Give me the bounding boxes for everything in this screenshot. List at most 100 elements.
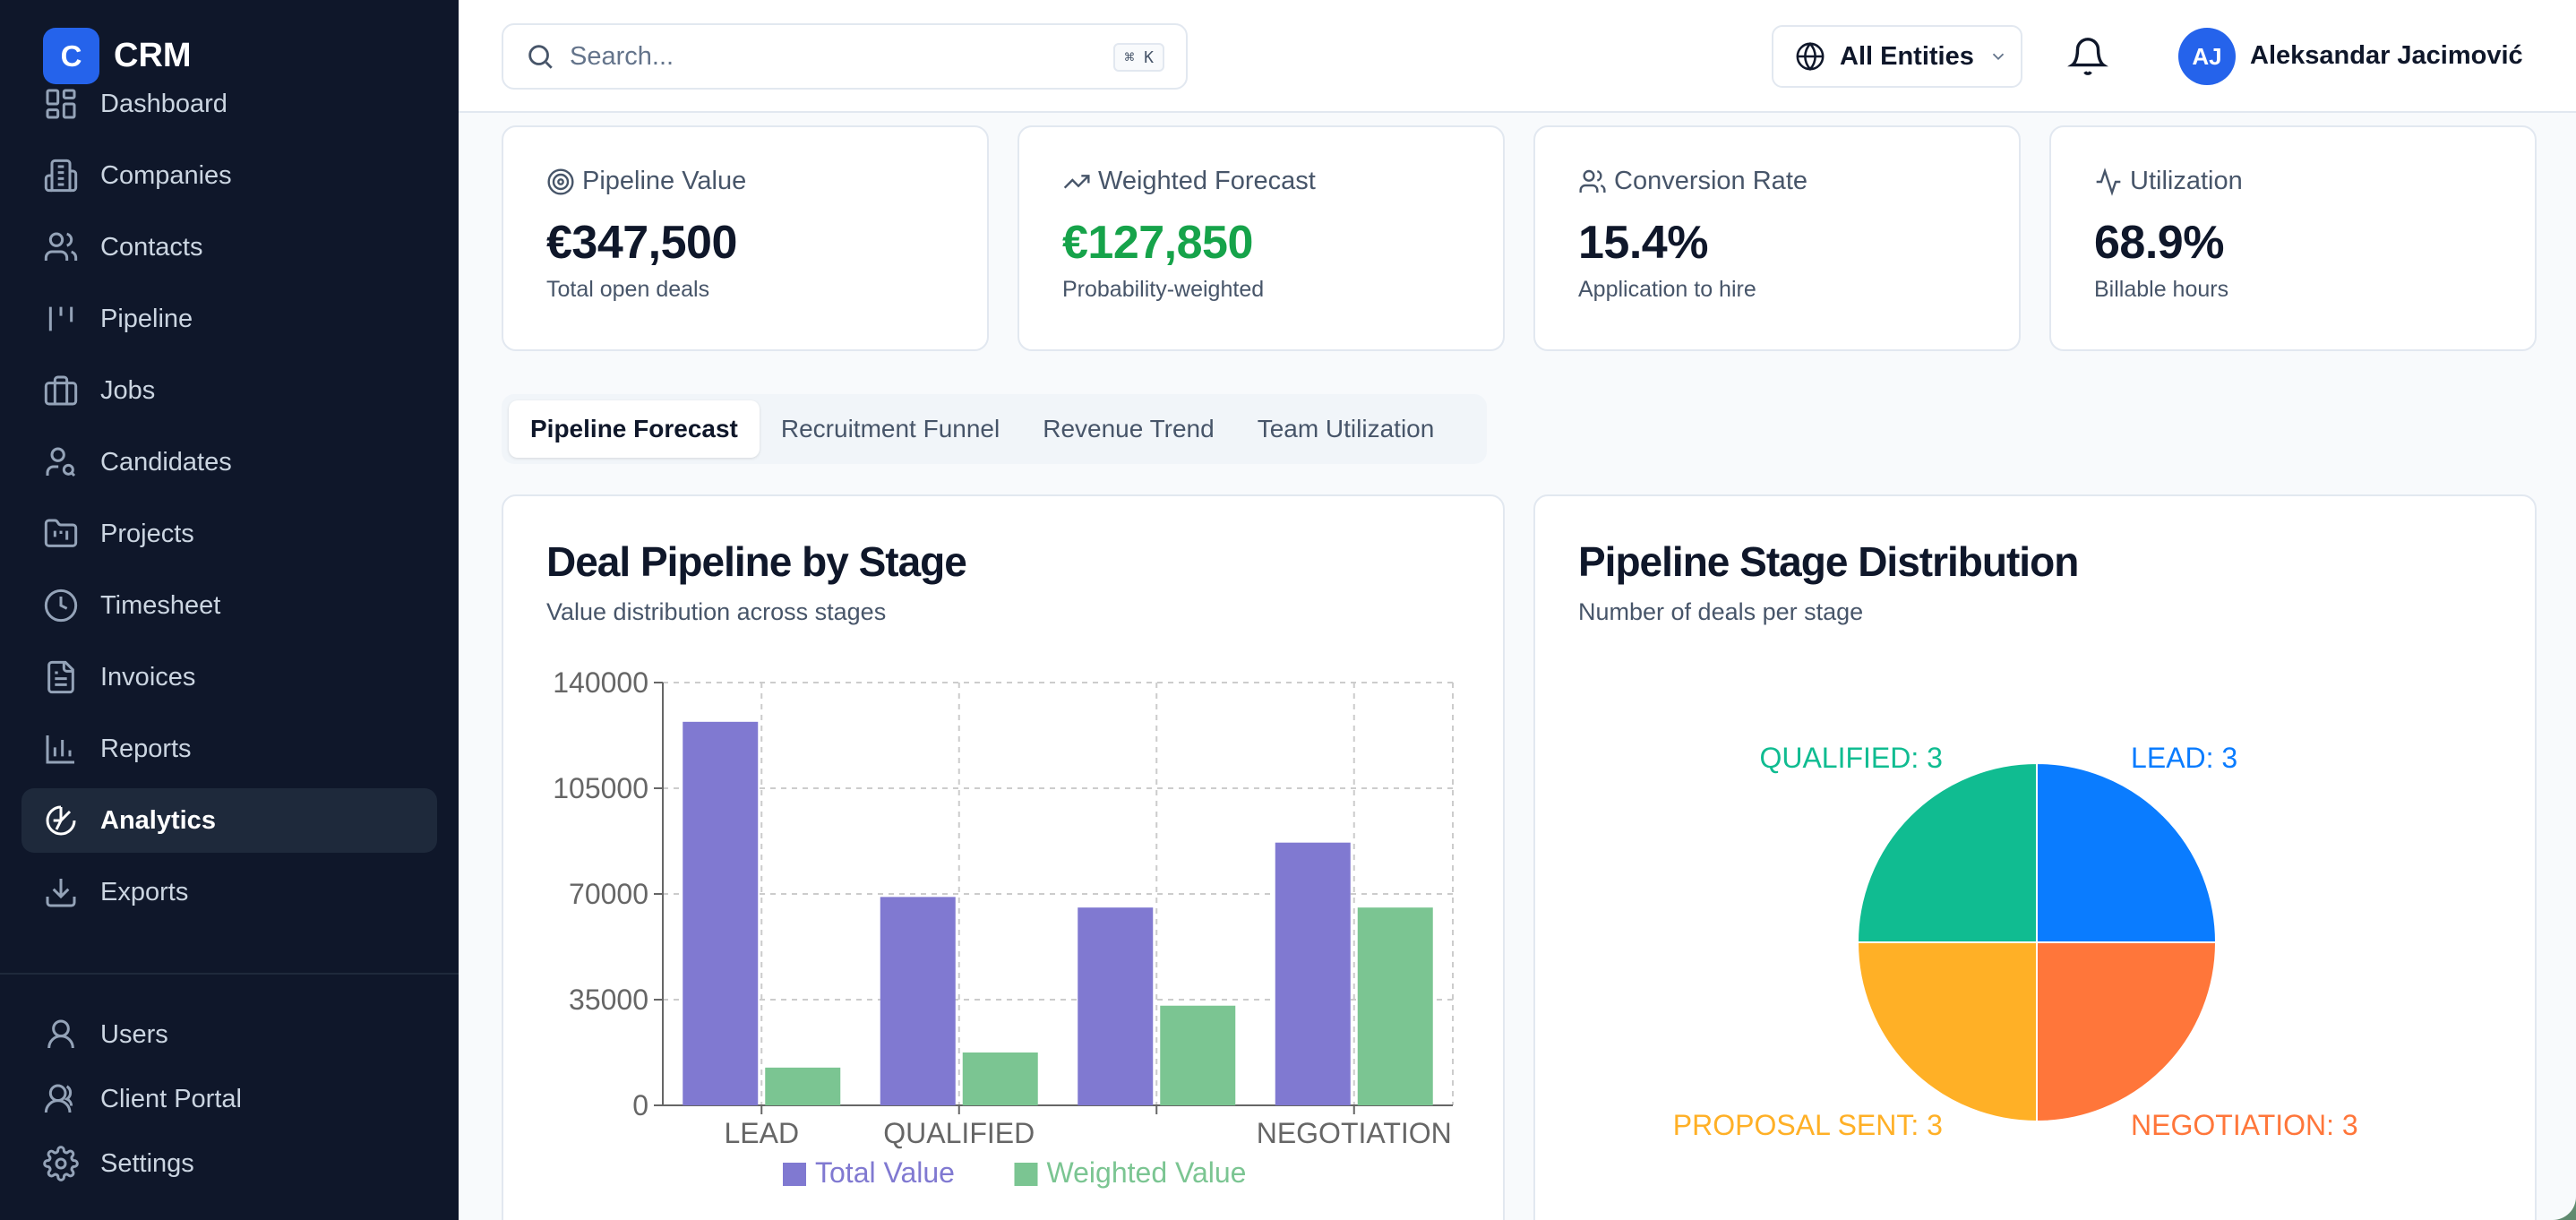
kpi-value: €347,500 [546, 217, 737, 269]
pie-slice-negotiation [2036, 941, 2218, 1123]
sidebar-item-projects[interactable]: Projects [21, 498, 437, 570]
target-icon [547, 168, 574, 195]
pie-label: PROPOSAL SENT: 3 [1673, 1109, 1943, 1141]
kpi-card-pipeline-value: Pipeline Value €347,500 Total open deals [502, 125, 989, 351]
sidebar-item-label: Analytics [100, 805, 216, 835]
chart-title: Deal Pipeline by Stage [546, 538, 967, 585]
sidebar-item-label: Projects [100, 519, 194, 548]
sidebar-item-timesheet[interactable]: Timesheet [21, 570, 437, 641]
pie-slice-lead [2036, 761, 2218, 943]
sidebar-item-companies[interactable]: Companies [21, 140, 437, 211]
briefcase-icon [44, 375, 78, 406]
pie-slice-qualified [1856, 761, 2038, 943]
kpi-card-conversion-rate: Conversion Rate 15.4% Application to hir… [1533, 125, 2021, 351]
sidebar-item-label: Dashboard [100, 89, 228, 118]
legend-swatch [783, 1163, 806, 1186]
dashboard-icon [46, 89, 76, 119]
clock-icon [44, 589, 78, 623]
users-icon [44, 232, 78, 261]
sidebar-item-label: Reports [100, 734, 192, 763]
globe-icon [1796, 41, 1825, 72]
bar-weighted-value [1357, 907, 1433, 1105]
sidebar-item-label: Candidates [100, 447, 232, 477]
sidebar-item-label: Jobs [100, 375, 156, 405]
bell-icon[interactable] [2067, 36, 2108, 77]
brand-logo: C [43, 28, 99, 84]
kpi-card-utilization: Utilization 68.9% Billable hours [2049, 125, 2537, 351]
bar-chart-icon [46, 735, 74, 764]
y-tick-label: 105000 [553, 772, 648, 804]
kpi-label: Pipeline Value [582, 167, 747, 195]
kpi-subtitle: Total open deals [546, 277, 710, 302]
sidebar-item-client-portal[interactable]: Client Portal [21, 1067, 437, 1131]
kpi-value: €127,850 [1062, 217, 1253, 269]
sidebar-item-candidates[interactable]: Candidates [21, 426, 437, 498]
users-icon [1579, 169, 1606, 193]
sidebar-item-invoices[interactable]: Invoices [21, 641, 437, 713]
document-icon [47, 660, 74, 694]
sidebar-item-pipeline[interactable]: Pipeline [21, 283, 437, 355]
gear-icon [43, 1146, 79, 1181]
sidebar-item-label: Pipeline [100, 304, 193, 333]
pie-chart-card: Pipeline Stage Distribution Number of de… [1533, 494, 2537, 1220]
tab-revenue-trend[interactable]: Revenue Trend [1043, 415, 1215, 442]
pie-label: LEAD: 3 [2131, 742, 2237, 774]
sidebar-item-reports[interactable]: Reports [21, 713, 437, 785]
analytics-tabs: Pipeline Forecast Recruitment Funnel Rev… [502, 394, 1487, 464]
tab-recruitment-funnel[interactable]: Recruitment Funnel [780, 415, 1000, 442]
sidebar-item-jobs[interactable]: Jobs [21, 355, 437, 426]
sidebar-item-label: Client Portal [100, 1084, 242, 1113]
chart-subtitle: Number of deals per stage [1578, 598, 1864, 625]
tab-pipeline-forecast[interactable]: Pipeline Forecast [509, 400, 760, 458]
avatar[interactable]: AJ [2178, 28, 2236, 85]
chart-subtitle: Value distribution across stages [546, 598, 887, 625]
pie-label: QUALIFIED: 3 [1759, 742, 1943, 774]
bar-weighted-value [962, 1052, 1038, 1105]
user-group-icon [44, 1084, 73, 1113]
user-icon [47, 1019, 74, 1049]
sidebar-item-dashboard[interactable]: Dashboard [21, 68, 437, 140]
legend-label: Total Value [815, 1156, 955, 1189]
trending-up-icon [1063, 174, 1090, 189]
sidebar-item-users[interactable]: Users [21, 1002, 437, 1067]
sidebar-nav: Dashboard Companies Contacts Pipeline Jo… [21, 88, 437, 928]
pie-label: NEGOTIATION: 3 [2131, 1109, 2358, 1141]
brand[interactable]: C CRM [43, 28, 192, 84]
building-icon [44, 159, 78, 193]
deal-pipeline-bar-chart: 0 35000 70000 105000 140000 LEAD QUALIFIED NEGO… [553, 666, 1454, 1189]
sidebar-item-exports[interactable]: Exports [21, 856, 437, 928]
sidebar-item-label: Invoices [100, 662, 196, 692]
sidebar-item-label: Exports [100, 877, 189, 906]
legend-label: Weighted Value [1047, 1156, 1247, 1189]
kpi-value: 15.4% [1578, 217, 1708, 269]
y-tick-label: 140000 [553, 666, 648, 699]
user-search-icon [46, 447, 76, 477]
sidebar-item-label: Companies [100, 160, 232, 190]
bar-total-value [1078, 907, 1154, 1105]
kpi-value: 68.9% [2094, 217, 2224, 269]
sidebar-item-contacts[interactable]: Contacts [21, 211, 437, 283]
analytics-icon [46, 805, 76, 836]
bar-total-value [683, 721, 759, 1105]
sidebar-item-analytics[interactable]: Analytics [21, 788, 437, 853]
activity-icon [2096, 167, 2121, 196]
sidebar-item-settings[interactable]: Settings [21, 1131, 437, 1196]
user-name[interactable]: Aleksandar Jacimović [2250, 41, 2523, 70]
bar-chart-card: Deal Pipeline by Stage Value distributio… [502, 494, 1505, 1220]
bar-total-value [880, 897, 956, 1105]
x-tick-label: NEGOTIATION [1257, 1117, 1452, 1149]
chart-title: Pipeline Stage Distribution [1578, 538, 2079, 585]
kpi-card-weighted-forecast: Weighted Forecast €127,850 Probability-w… [1018, 125, 1505, 351]
brand-name: CRM [114, 37, 192, 74]
sidebar-divider [0, 973, 459, 975]
top-header: Search... ⌘ K All Entities AJ Aleksandar… [459, 0, 2576, 113]
entity-selector[interactable]: All Entities [1772, 25, 2022, 88]
download-icon [46, 879, 76, 907]
folder-icon [44, 519, 78, 547]
y-tick-label: 35000 [569, 984, 648, 1016]
tab-team-utilization[interactable]: Team Utilization [1257, 415, 1435, 442]
search-input[interactable]: Search... ⌘ K [502, 23, 1188, 90]
sidebar-item-label: Users [100, 1019, 168, 1049]
pipeline-stage-pie-chart: LEAD: 3 NEGOTIATION: 3 PROPOSAL SENT: 3 QUA… [1673, 742, 2358, 1141]
